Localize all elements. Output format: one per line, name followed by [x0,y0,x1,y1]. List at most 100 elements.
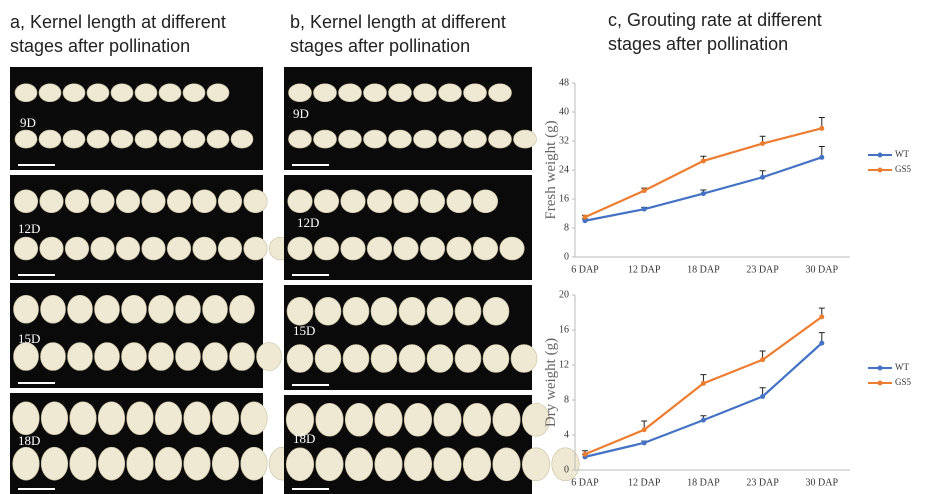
legend-marker [877,152,883,158]
panel-title: c, Grouting rate at different [608,10,822,30]
marker [700,380,706,386]
kernel [313,83,337,103]
kernel [121,294,147,324]
x-tick-label: 30 DAP [806,477,839,488]
kernel [14,83,38,103]
marker [760,394,766,399]
kernel [141,189,166,214]
kernel [243,189,268,214]
kernel [110,129,134,149]
kernel [521,447,551,482]
kernel [182,129,206,149]
kernel [492,402,521,437]
y-tick-label: 24 [559,164,569,175]
y-tick-label: 16 [559,193,569,204]
kernel [472,236,499,261]
legend-label: GS5 [895,164,912,174]
kernel [419,189,446,214]
y-tick-label: 32 [559,135,569,146]
kernel [256,342,282,371]
marker [582,218,588,224]
kernel [240,401,268,436]
kernel [141,236,166,261]
x-tick-label: 30 DAP [806,264,839,275]
panel-title: stages after pollination [10,36,190,56]
kernel [13,294,39,324]
y-axis-label: Fresh weight (g) [543,120,559,219]
y-tick-label: 0 [564,251,569,262]
y-tick-label: 0 [564,464,569,475]
y-tick-label: 40 [559,106,569,117]
kernel [315,447,344,482]
kernel [513,129,537,149]
kernel [521,402,551,437]
y-tick-label: 8 [564,222,569,233]
kernel [86,129,110,149]
kernel [285,447,315,482]
kernel [13,236,39,261]
panel-title: stages after pollination [608,34,788,54]
kernel [338,129,362,149]
kernel [313,129,337,149]
kernel [472,189,499,214]
kernel [148,342,174,371]
kernel [488,83,512,103]
stage-label: 18D [293,431,315,446]
kernel [202,294,228,324]
marker [700,417,706,423]
kernel [366,236,393,261]
legend-marker [877,380,883,386]
kernel [90,189,115,214]
kernel [94,294,120,324]
photo [10,67,263,170]
kernel [388,129,412,149]
kernel [148,294,174,324]
y-tick-label: 4 [564,429,569,440]
kernel [370,344,398,373]
marker [760,174,766,180]
kernel [314,344,342,373]
kernel [438,83,462,103]
kernel [62,129,86,149]
kernel [413,129,437,149]
kernel [38,129,62,149]
marker [819,154,825,160]
stage-label: 15D [18,331,40,346]
marker [641,206,647,212]
y-tick-label: 16 [559,324,569,335]
marker [641,188,647,194]
kernel [39,236,64,261]
kernel [229,342,255,371]
kernel [426,296,454,326]
kernel [413,83,437,103]
kernel [344,447,374,482]
legend-marker [877,167,883,173]
kernel [134,129,158,149]
marker [582,214,588,220]
kernel [217,189,243,214]
kernel [403,402,433,437]
marker [641,427,647,433]
kernel [39,189,64,214]
kernel [288,129,312,149]
kernel [313,189,340,214]
marker [819,314,825,320]
kernel [499,236,525,261]
kernel [175,294,201,324]
stage-label: 9D [20,115,36,130]
kernel [69,401,97,436]
kernel [94,342,120,371]
kernel [463,129,487,149]
kernel [463,83,487,103]
kernel [370,296,398,326]
kernel [482,344,510,373]
kernel [363,129,387,149]
kernel [154,401,183,436]
kernel [192,189,217,214]
kernel [115,189,141,214]
kernel [13,342,39,371]
kernel [363,83,387,103]
marker [819,340,825,346]
kernel [158,129,182,149]
kernel [12,446,40,481]
